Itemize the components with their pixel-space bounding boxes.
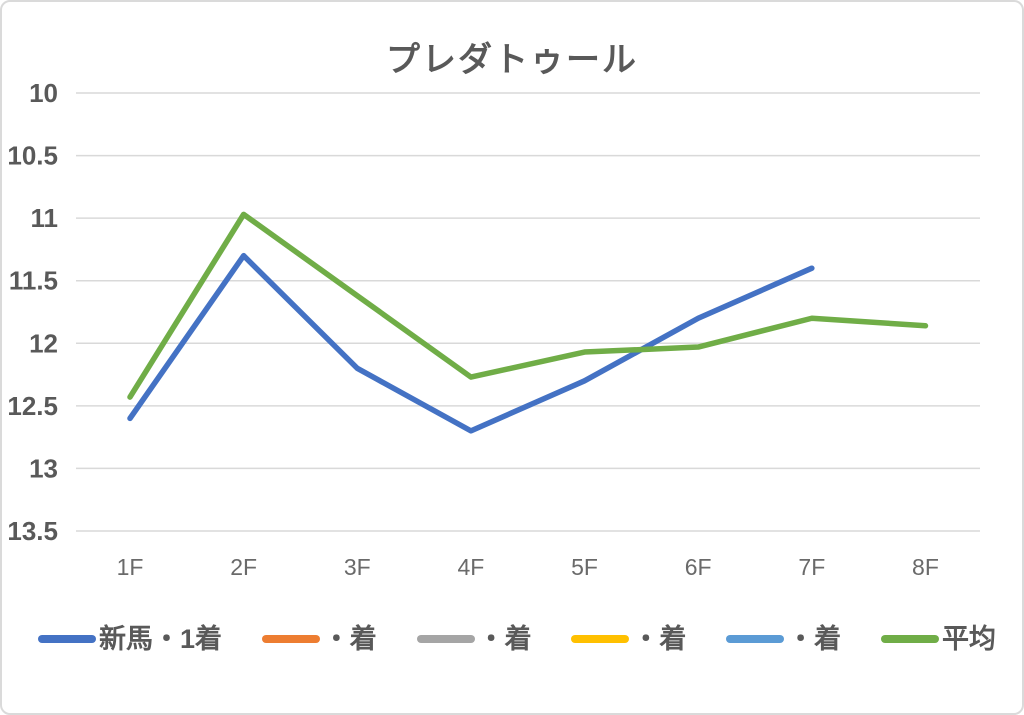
y-axis-tick-label: 10 bbox=[29, 78, 58, 108]
y-axis-tick-label: 13.5 bbox=[7, 516, 58, 546]
legend-item-1: ・着 bbox=[261, 623, 377, 654]
chart-title: プレダトゥール bbox=[386, 41, 638, 79]
legend-swatch bbox=[261, 635, 320, 643]
legend-swatch bbox=[416, 635, 475, 643]
legend-item-5: 平均 bbox=[880, 623, 996, 654]
legend-swatch bbox=[38, 635, 96, 643]
legend-label: ・着 bbox=[477, 623, 532, 654]
legend-label: ・着 bbox=[787, 623, 842, 654]
chart-legend: 新馬・1着 ・着 ・着 ・着 ・着 平均 bbox=[2, 617, 1022, 661]
x-axis-tick-label: 1F bbox=[117, 554, 144, 580]
x-axis-tick-label: 3F bbox=[344, 554, 371, 580]
y-axis-tick-label: 12 bbox=[29, 328, 58, 358]
legend-swatch bbox=[571, 635, 630, 643]
y-axis-tick-label: 12.5 bbox=[7, 391, 58, 421]
legend-swatch bbox=[880, 635, 939, 643]
series-line-5 bbox=[127, 211, 929, 400]
x-axis-tick-label: 2F bbox=[230, 554, 257, 580]
legend-item-3: ・着 bbox=[571, 623, 687, 654]
y-axis-tick-label: 11 bbox=[31, 203, 59, 233]
legend-item-0: 新馬・1着 bbox=[38, 623, 223, 654]
series-line-0 bbox=[127, 252, 815, 434]
x-axis-tick-label: 5F bbox=[571, 554, 598, 580]
x-axis-tick-label: 7F bbox=[798, 554, 825, 580]
x-axis-tick-label: 6F bbox=[685, 554, 712, 580]
legend-swatch bbox=[726, 635, 785, 643]
x-axis-tick-label: 4F bbox=[457, 554, 484, 580]
y-axis-tick-label: 11.5 bbox=[9, 266, 58, 296]
y-axis-tick-label: 13 bbox=[29, 453, 58, 483]
legend-label: ・着 bbox=[322, 623, 377, 654]
legend-label: 平均 bbox=[941, 623, 996, 654]
legend-item-2: ・着 bbox=[416, 623, 532, 654]
legend-label: ・着 bbox=[632, 623, 687, 654]
x-axis-tick-label: 8F bbox=[912, 554, 939, 580]
legend-label: 新馬・1着 bbox=[99, 623, 223, 654]
y-axis-tick-label: 10.5 bbox=[7, 141, 58, 171]
legend-item-4: ・着 bbox=[726, 623, 842, 654]
